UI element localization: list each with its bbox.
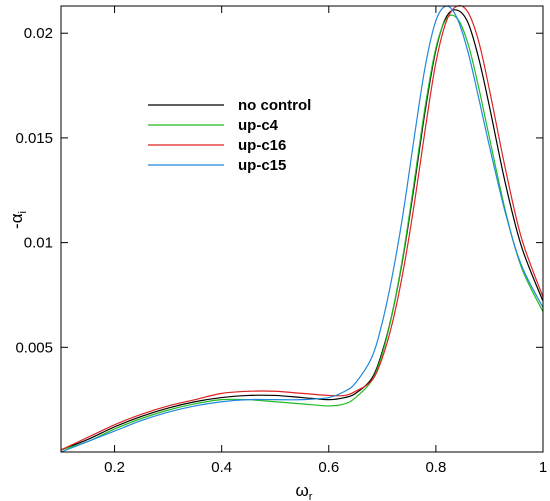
- series-line-up-c15: [60, 5, 544, 453]
- legend-label-up-c16: up-c16: [238, 137, 286, 154]
- x-tick-label: 0.6: [318, 459, 339, 476]
- y-axis-label: -αi: [7, 211, 29, 229]
- series-line-up-c4: [60, 14, 544, 451]
- series-line-up-c16: [60, 4, 544, 451]
- y-tick-label: 0.015: [15, 130, 53, 147]
- x-tick-label: 0.4: [211, 459, 232, 476]
- legend: no control up-c4 up-c16 up-c15: [148, 97, 311, 174]
- ticks-layer: 0.2 0.4 0.6 0.8 1 0.005 0.01 0.015 0.02: [15, 6, 547, 476]
- plot-frame: [60, 5, 544, 453]
- y-tick-label: 0.02: [24, 25, 53, 42]
- x-tick-label: 0.8: [425, 459, 446, 476]
- y-tick-label: 0.01: [24, 235, 53, 252]
- legend-label-no-control: no control: [238, 97, 311, 114]
- legend-label-up-c4: up-c4: [238, 117, 279, 134]
- y-tick-label: 0.005: [15, 339, 53, 356]
- x-axis-label: ωr: [296, 481, 313, 501]
- x-tick-label: 0.2: [104, 459, 125, 476]
- series-line-no-control: [60, 9, 544, 451]
- x-tick-label: 1: [539, 459, 547, 476]
- legend-label-up-c15: up-c15: [238, 157, 286, 174]
- series-layer: [60, 4, 544, 453]
